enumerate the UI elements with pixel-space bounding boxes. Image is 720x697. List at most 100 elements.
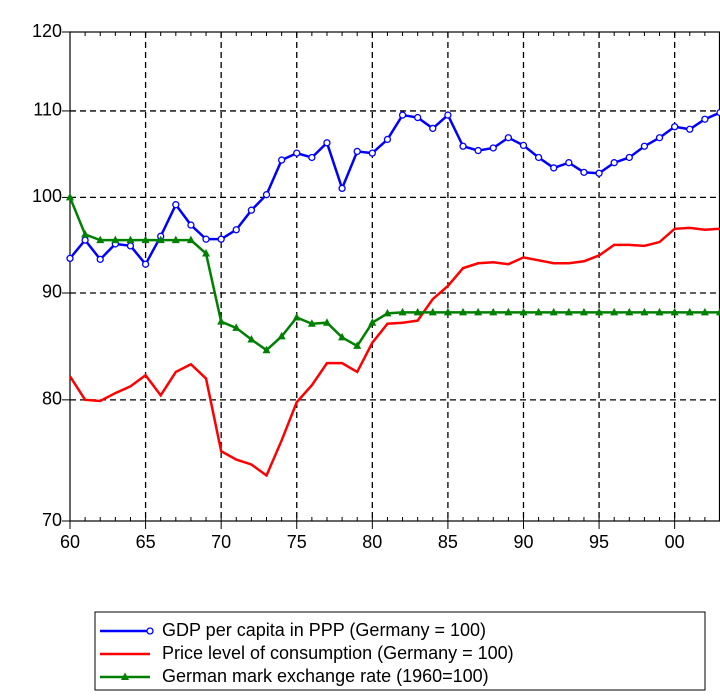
marker — [66, 254, 74, 263]
legend-label: GDP per capita in PPP (Germany = 100) — [162, 620, 486, 640]
legend-label: Price level of consumption (Germany = 10… — [162, 643, 514, 663]
marker — [368, 149, 376, 157]
marker — [277, 331, 286, 340]
legend-label: German mark exchange rate (1960=100) — [162, 666, 489, 686]
marker — [489, 144, 497, 152]
marker — [141, 235, 150, 244]
marker — [323, 139, 331, 147]
marker — [202, 235, 210, 243]
marker — [141, 260, 150, 268]
marker — [262, 191, 271, 199]
marker — [338, 332, 347, 341]
marker — [262, 345, 271, 354]
marker — [156, 235, 165, 244]
marker — [96, 235, 105, 244]
marker — [428, 307, 437, 316]
marker — [610, 307, 619, 316]
marker — [489, 307, 498, 316]
marker — [277, 156, 286, 164]
marker — [96, 255, 104, 264]
marker — [700, 307, 709, 316]
marker — [413, 307, 422, 316]
marker — [459, 142, 467, 150]
marker — [625, 153, 633, 162]
marker — [549, 307, 558, 316]
marker — [111, 235, 120, 244]
series-line — [68, 196, 720, 352]
marker — [398, 307, 407, 316]
x-tick-label: 65 — [136, 532, 156, 552]
marker — [232, 226, 240, 234]
marker — [716, 307, 720, 316]
x-tick-label: 75 — [287, 532, 307, 552]
marker — [655, 134, 664, 142]
marker — [610, 159, 618, 167]
marker — [353, 147, 361, 156]
x-tick-label: 95 — [589, 532, 609, 552]
series-line — [68, 226, 720, 478]
x-tick-label: 85 — [438, 532, 458, 552]
marker — [580, 168, 588, 177]
marker — [579, 307, 588, 316]
marker — [171, 235, 180, 244]
marker — [519, 141, 528, 150]
marker — [308, 153, 316, 162]
marker — [398, 111, 407, 119]
marker — [595, 307, 604, 316]
y-tick-label: 100 — [32, 186, 62, 206]
marker — [414, 113, 422, 122]
marker — [444, 111, 452, 119]
marker — [595, 169, 603, 177]
marker — [126, 242, 135, 250]
marker — [81, 229, 90, 238]
marker — [565, 159, 573, 167]
plot-frame — [69, 31, 720, 522]
y-tick-label: 80 — [42, 389, 62, 409]
marker — [564, 307, 573, 316]
marker — [66, 192, 74, 201]
marker — [474, 307, 483, 316]
marker — [685, 307, 694, 316]
y-tick-label: 110 — [33, 100, 62, 120]
marker — [671, 123, 679, 131]
legend-marker — [121, 672, 129, 680]
marker — [504, 307, 513, 316]
marker — [338, 184, 346, 193]
marker — [232, 323, 241, 331]
marker — [202, 249, 211, 257]
x-tick-label: 80 — [362, 532, 382, 552]
legend-box — [94, 611, 706, 691]
series-line — [69, 111, 720, 267]
marker — [353, 341, 362, 349]
marker — [217, 235, 225, 243]
marker — [625, 307, 634, 316]
marker — [126, 235, 135, 244]
marker — [368, 318, 377, 326]
marker — [186, 235, 195, 244]
marker — [640, 142, 649, 150]
marker — [429, 124, 437, 133]
marker — [519, 307, 528, 316]
marker — [443, 307, 452, 316]
marker — [217, 317, 226, 325]
marker — [459, 307, 468, 316]
marker — [534, 153, 543, 162]
marker — [640, 307, 649, 316]
marker — [81, 236, 89, 244]
marker — [172, 201, 180, 209]
marker — [307, 319, 316, 327]
marker — [292, 313, 301, 321]
marker — [550, 164, 558, 172]
marker — [504, 134, 513, 142]
y-tick-label: 120 — [32, 21, 62, 41]
marker — [716, 108, 720, 117]
marker — [701, 115, 709, 123]
marker — [670, 307, 679, 316]
marker — [187, 221, 195, 229]
x-tick-label: 60 — [60, 532, 80, 552]
y-tick-label: 70 — [42, 510, 62, 530]
marker — [383, 308, 392, 317]
marker — [293, 149, 301, 157]
x-tick-label: 70 — [211, 532, 231, 552]
